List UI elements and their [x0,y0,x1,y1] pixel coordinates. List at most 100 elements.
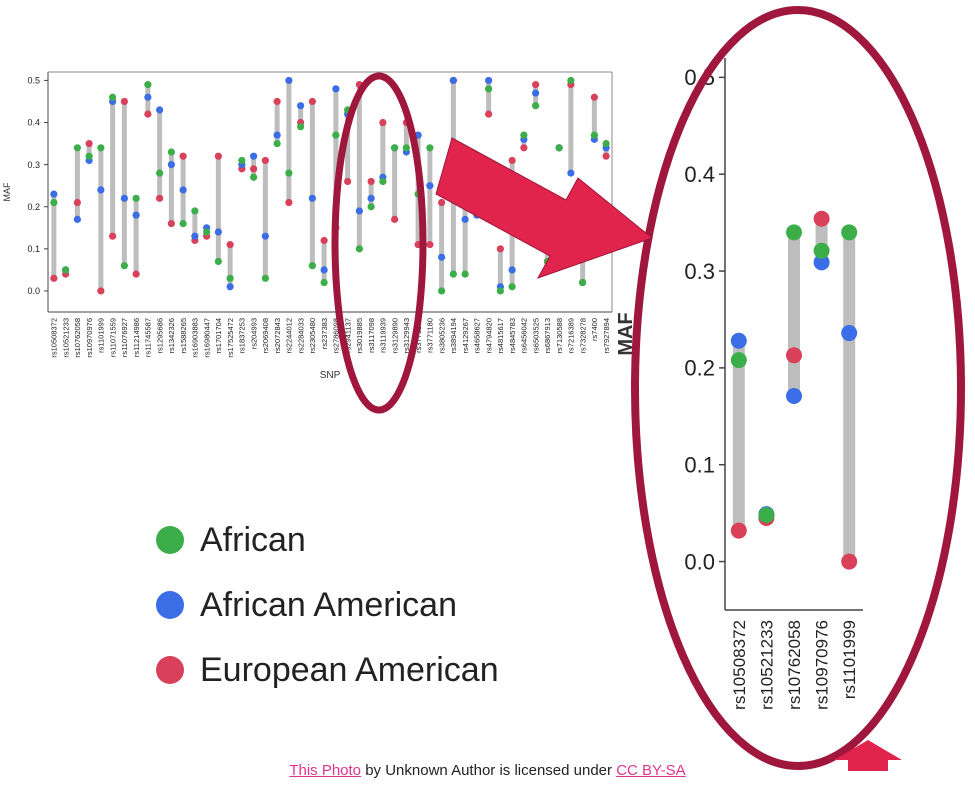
x-tick-label: rs3119939 [379,318,388,353]
range-bar [286,80,292,203]
x-tick-label: rs3129943 [402,318,411,353]
point-european-american [367,177,375,186]
x-tick-label: rs237383 [320,318,329,349]
point-african [758,507,775,524]
legend: African African American European Americ… [150,510,570,700]
x-tick-label: rs3019885 [355,318,364,353]
point-african [120,262,128,270]
point-african [402,144,410,152]
point-african-american [273,131,281,139]
range-bar [133,198,139,275]
x-tick-label: rs2284033 [296,318,305,353]
x-tick-label: rs204993 [249,318,258,349]
point-african [555,144,563,152]
point-african-american [226,283,234,291]
x-tick-label: rs3771180 [426,318,435,353]
point-african-american [367,194,375,202]
point-african [50,198,58,207]
point-european-american [179,152,187,160]
license-link[interactable]: CC BY-SA [616,762,686,779]
range-bar [568,80,574,174]
x-tick-label: rs11071559 [108,318,117,357]
point-european-american [250,165,258,173]
point-african [532,102,540,110]
x-tick-label: rs4129267 [461,318,470,353]
point-african [438,287,446,295]
highlight-overlays [331,6,965,771]
range-bar [368,181,374,207]
y-tick-label: 0.4 [684,162,715,187]
legend-item-african: African [150,520,306,560]
point-european-american [438,198,446,207]
x-tick-label: rs10970976 [85,318,94,358]
x-tick-label: rs1837253 [238,318,247,353]
range-bar [98,147,104,291]
x-tick-label: rs10762058 [785,620,804,710]
x-tick-label: rs1588265 [179,318,188,353]
point-african [520,131,528,139]
range-bar [333,88,339,228]
point-african [191,207,199,215]
range-bar [110,97,116,237]
point-african [308,262,316,270]
y-tick-label: 0.0 [684,549,715,574]
x-tick-label: rs7927894 [602,318,611,353]
point-european-american [590,93,598,101]
x-tick-label: rs7130588 [555,318,564,353]
point-african [238,156,246,165]
y-tick-label: 0.3 [27,160,40,170]
point-european-american [813,210,830,227]
y-axis-label: MAF [615,312,637,355]
point-african [250,173,258,181]
point-african-american [50,190,58,198]
point-european-american [379,118,387,127]
point-african-american [485,76,493,85]
point-african-american [841,325,858,342]
legend-item-african-american: African American [150,585,457,625]
x-tick-label: rs4815617 [496,318,505,353]
point-african [485,85,493,93]
point-african [508,283,516,291]
point-european-american [496,245,504,253]
range-bar [51,194,57,279]
x-tick-label: rs2072843 [273,318,282,353]
point-african [179,219,187,228]
point-african-american [449,76,457,85]
point-european-american [508,156,516,165]
point-african-american [144,93,152,101]
range-bar [227,244,233,287]
point-african [261,274,269,282]
photo-credit: This Photo by Unknown Author is licensed… [0,762,975,779]
point-african [426,144,434,152]
point-african [167,148,175,156]
x-tick-label: rs3117098 [367,318,376,353]
x-tick-label: rs16980447 [202,318,211,358]
point-african-american [320,266,328,274]
point-african [449,270,457,278]
point-african-american [167,161,175,169]
x-tick-label: rs1295686 [155,318,164,353]
arrow-icon [435,137,654,279]
point-african [841,224,858,241]
point-african-american [179,186,187,194]
point-european-american [214,152,222,160]
point-african-american [355,207,363,215]
point-african-american [97,186,105,194]
point-african [320,278,328,287]
x-tick-label: rs1701704 [214,318,223,353]
point-african [567,76,575,85]
point-african-american [308,194,316,202]
photo-link[interactable]: This Photo [289,762,362,779]
point-european-american [109,232,117,240]
range-bar [74,147,80,220]
point-european-american [156,194,164,202]
x-tick-label: rs10521233 [757,620,776,710]
point-african [332,131,340,139]
point-african-american [426,182,434,190]
range-bar [788,232,800,396]
legend-label-african-american: African American [200,585,457,624]
point-african [144,81,152,89]
y-tick-label: 0.2 [684,356,715,381]
point-european-american [520,144,528,152]
